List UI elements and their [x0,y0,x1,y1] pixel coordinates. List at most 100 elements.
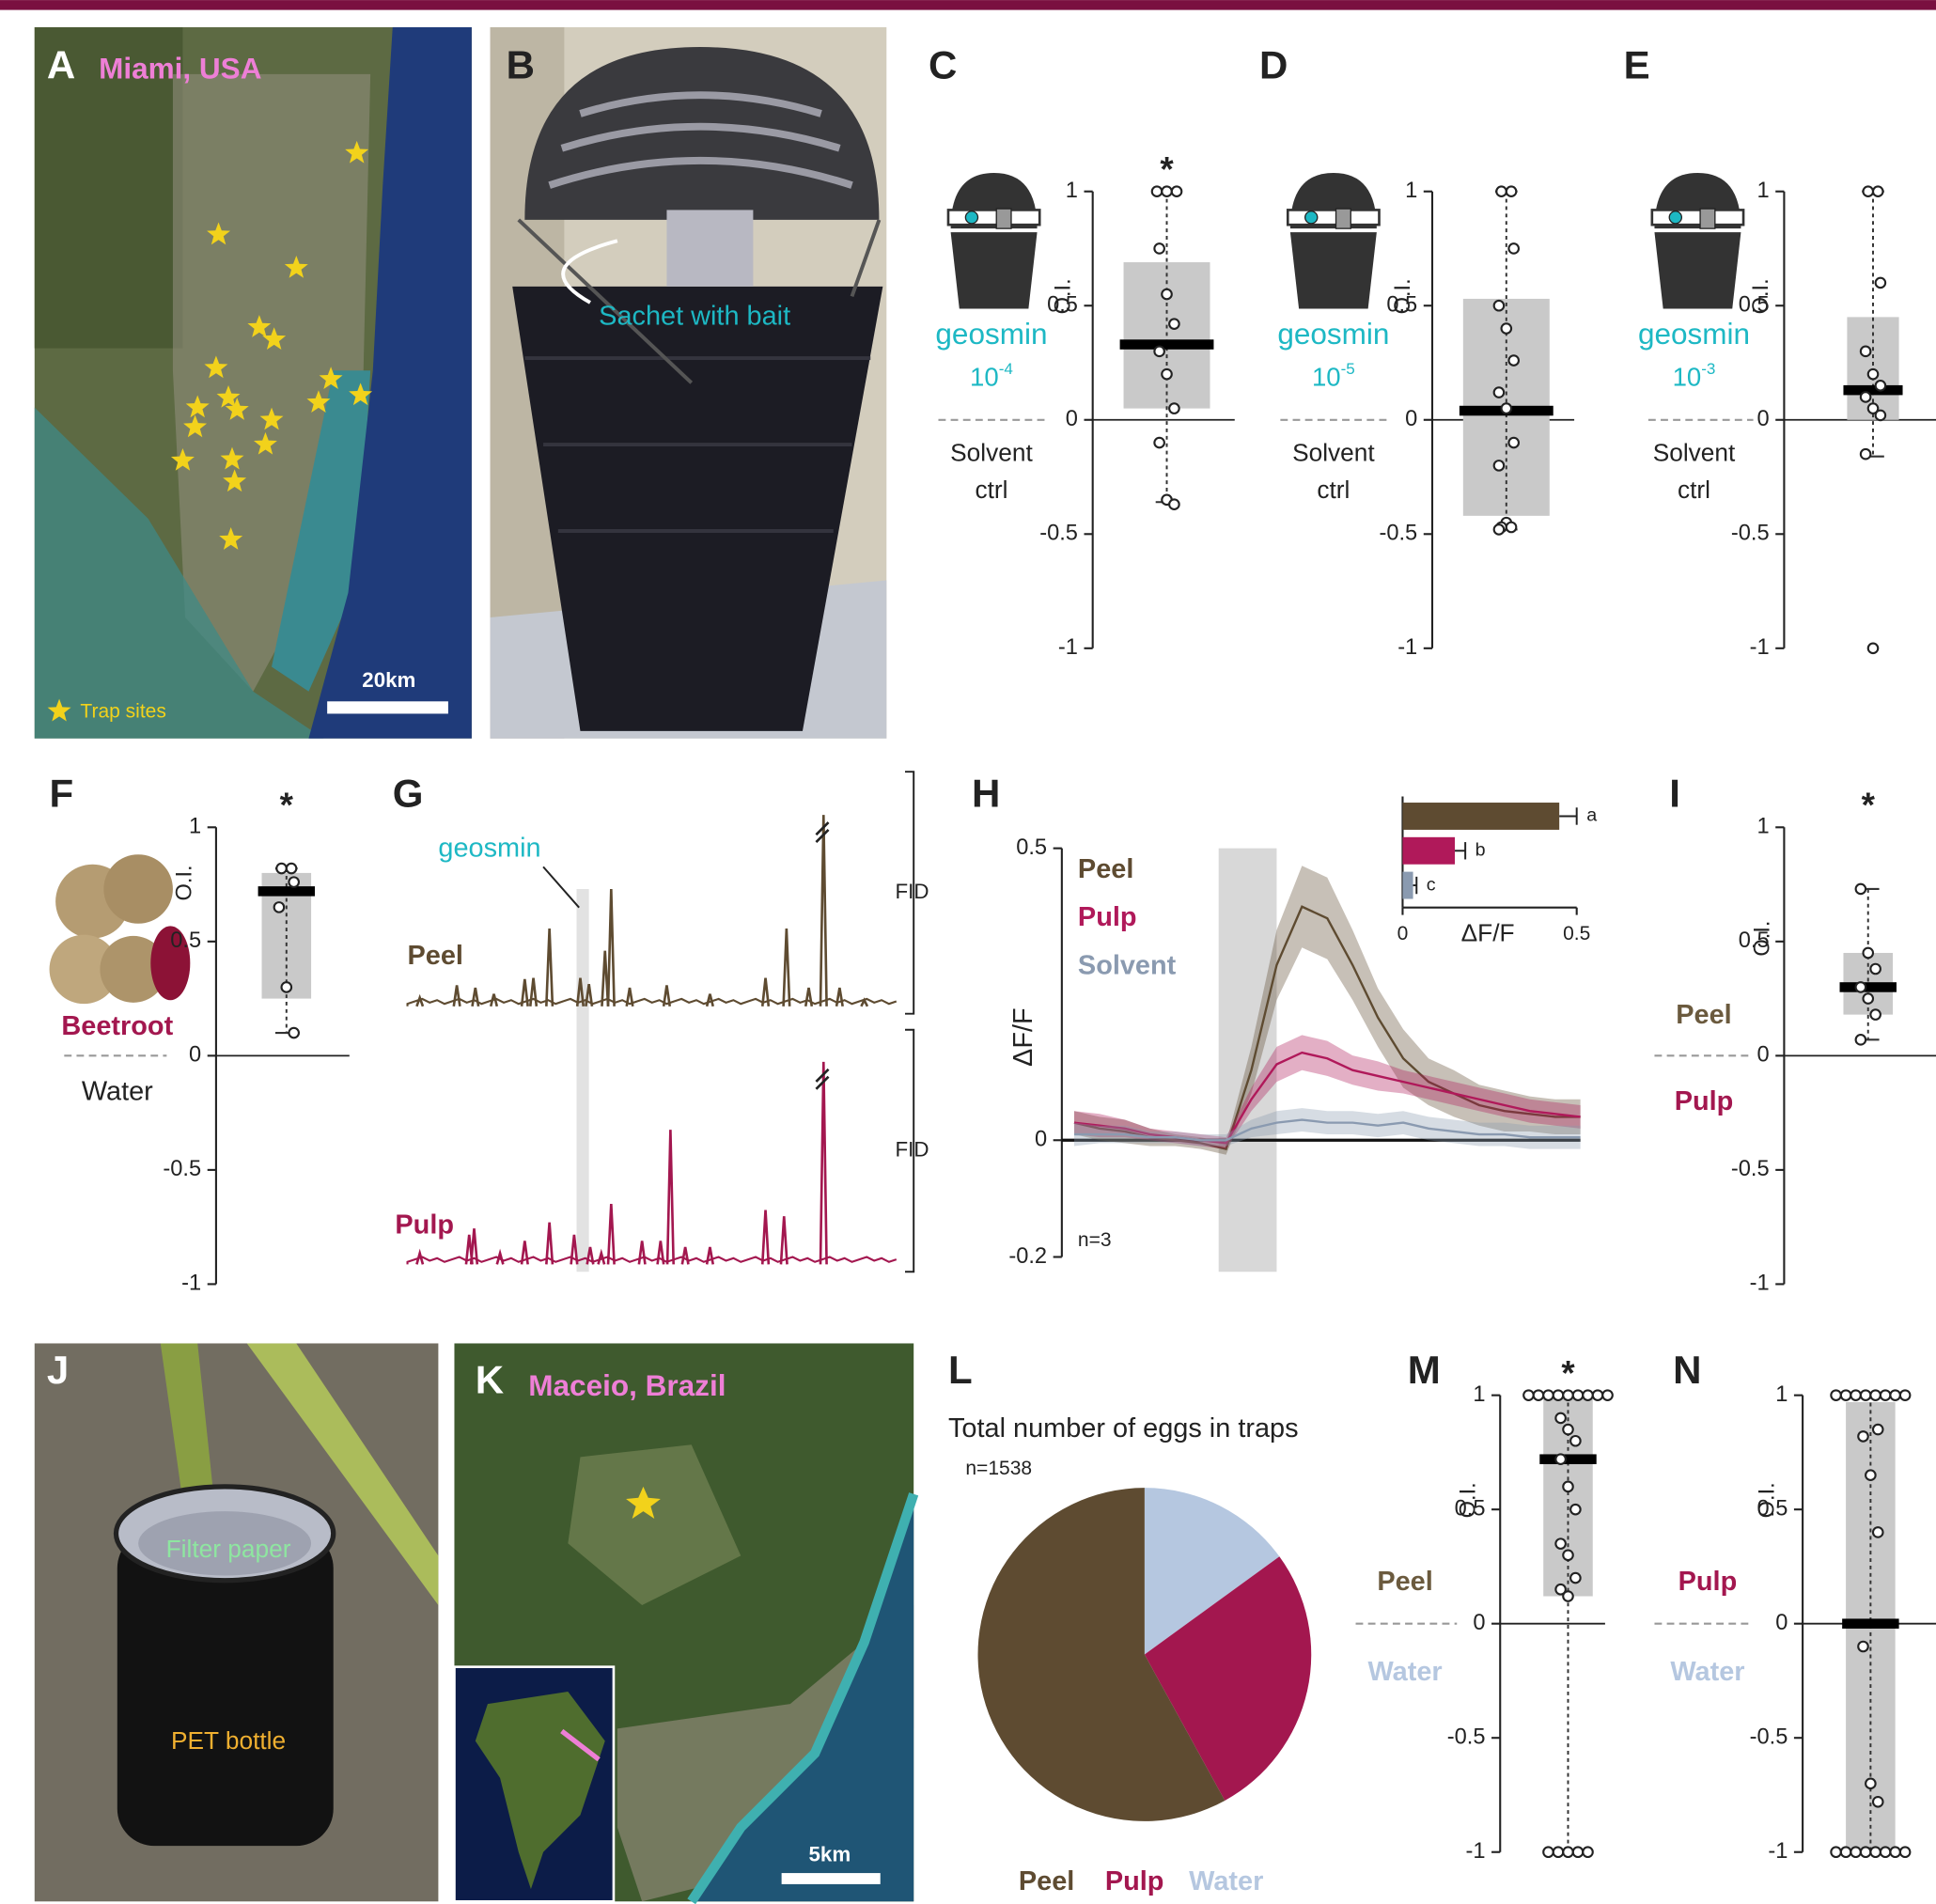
data-point [1502,323,1512,334]
data-point [1169,499,1179,509]
y-axis-label: O.I. [1457,1482,1481,1518]
icon-bait [1305,211,1318,224]
scale-bar [782,1873,881,1884]
panel-letter: D [1259,42,1288,86]
data-point [1154,243,1164,254]
data-point [1868,369,1879,380]
data-point [1850,1390,1861,1400]
peak [454,985,461,1006]
y-tick-label: 0 [1035,1128,1047,1152]
control-label: Water [82,1076,153,1106]
data-point [1876,411,1886,421]
panel-letter: I [1669,772,1680,816]
concentration-exponent: -3 [1701,359,1715,377]
data-point [274,902,285,913]
significance: * [280,786,294,824]
y-tick-label: -1 [1768,1839,1788,1864]
data-point [1863,993,1873,1004]
legend-label: Pulp [1078,902,1137,932]
y-tick-label: -0.5 [1731,522,1770,546]
data-point [1494,524,1505,535]
data-point [276,864,287,874]
y-tick-label: -0.5 [1379,522,1417,546]
data-point [1900,1847,1911,1857]
panel-letter: E [1624,42,1650,86]
y-tick-label: 1 [1405,179,1417,203]
data-point [1873,1797,1883,1807]
data-point [1873,186,1883,196]
location-label: Maceio, Brazil [528,1368,726,1402]
y-tick-label: -0.5 [1039,522,1078,546]
annotation-pointer [543,866,579,907]
page: 20km Trap sites A Miami, USA Sachet with… [0,0,1936,1904]
panel-letter: H [972,772,1000,816]
control-label: ctrl [975,476,1007,504]
y-tick-label: 0 [1405,407,1417,431]
filter-label: Filter paper [166,1535,291,1563]
data-point [1863,186,1873,196]
stimulus-label: Peel [1377,1567,1432,1597]
panel-letter: G [393,772,424,816]
annotation: b [1475,839,1486,860]
peak [682,1247,689,1264]
stimulus-label: Peel [1676,1000,1731,1030]
y-tick-label: 0 [1473,1611,1485,1635]
scale-bar [327,701,448,713]
data-point [1831,1390,1841,1400]
stimulus-label: Beetroot [61,1011,173,1041]
data-point [1169,403,1179,414]
data-point [1555,1413,1566,1424]
bar [1402,803,1559,830]
data-point [1154,438,1164,448]
data-point [1534,1390,1544,1400]
y-axis-label: ΔF/F [1008,1007,1038,1067]
data-point [1861,1390,1871,1400]
legend-label: Peel [1019,1866,1074,1896]
data-point [1881,1390,1891,1400]
trap-icon [1288,173,1379,309]
panel-letter: M [1408,1348,1441,1392]
data-point [1494,387,1505,398]
peak [546,929,553,1007]
icon-sachet [996,209,1011,228]
peak [667,1130,674,1264]
bar [1402,837,1455,865]
median [1842,1618,1898,1629]
x-axis-label: ΔF/F [1461,919,1515,947]
y-tick-label: 1 [189,815,201,839]
bar [1402,872,1413,899]
y-tick-label: 0 [1066,407,1078,431]
peak [707,1247,713,1264]
detector-label: FID [895,880,929,903]
legend-label: Solvent [1078,950,1177,980]
data-point [1543,1390,1553,1400]
stimulus-label: geosmin [935,317,1047,351]
data-point [1507,186,1517,196]
data-point [1863,948,1873,959]
photo-a: 20km Trap sites A Miami, USA [35,27,472,739]
data-point [1563,1425,1573,1435]
data-point [1861,449,1871,460]
concentration-base: 10 [970,363,999,392]
data-point [1841,1847,1851,1857]
significance: * [1561,1353,1575,1392]
data-point [1508,355,1519,366]
icon-bait [965,211,977,224]
panel-letter: K [476,1358,504,1402]
beet [103,854,173,924]
y-tick-label: -0.5 [1750,1725,1788,1749]
data-point [1496,186,1507,196]
control-label: Water [1367,1657,1442,1687]
panel-letter: J [47,1348,69,1392]
legend-label: Peel [1078,854,1133,884]
stimulus-label: geosmin [1638,317,1750,351]
data-point [1494,460,1505,471]
panel-letter: B [507,42,535,86]
peak [658,1241,664,1264]
data-point [1563,1847,1573,1857]
scale-label: 5km [809,1843,851,1866]
y-tick-label: 0 [1756,1043,1769,1068]
trap-icon [948,173,1039,309]
data-point [1593,1390,1603,1400]
concentration-exponent: -5 [1341,359,1355,377]
